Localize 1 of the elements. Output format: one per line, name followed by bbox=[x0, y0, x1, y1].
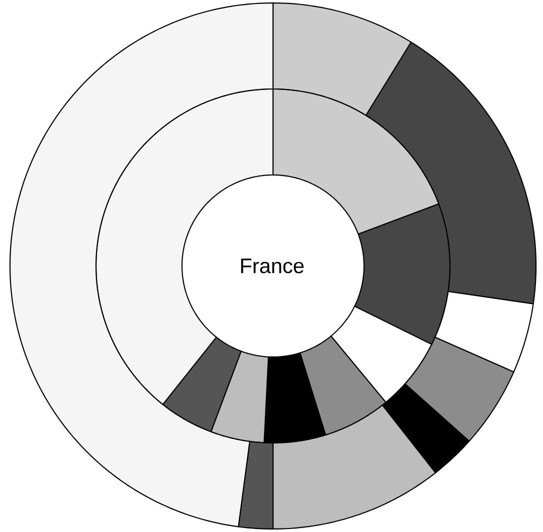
text: France bbox=[241, 258, 304, 274]
